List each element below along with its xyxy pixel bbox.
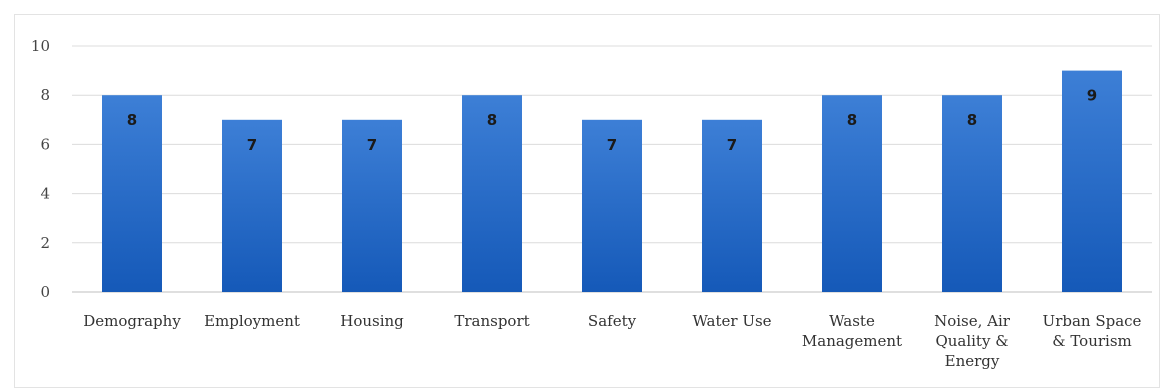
data-label: 8 bbox=[967, 111, 977, 129]
bar bbox=[462, 95, 522, 292]
data-label: 7 bbox=[607, 136, 617, 154]
bar bbox=[1062, 70, 1122, 292]
x-tick-label: Employment bbox=[204, 312, 300, 330]
x-tick-label-line: Energy bbox=[945, 352, 1000, 370]
bar bbox=[702, 119, 762, 292]
x-tick-label: Safety bbox=[588, 312, 637, 330]
data-label: 9 bbox=[1087, 87, 1097, 105]
x-tick-label-line: Waste bbox=[829, 312, 875, 330]
x-tick-label: Noise, Air Quality & Energy bbox=[934, 312, 1011, 370]
y-tick-label: 6 bbox=[40, 135, 50, 153]
bars bbox=[102, 70, 1122, 292]
data-label: 8 bbox=[127, 111, 137, 129]
y-tick-label: 2 bbox=[40, 234, 50, 252]
x-tick-label-line: Noise, Air bbox=[934, 312, 1011, 330]
x-tick-label-line: Safety bbox=[588, 312, 637, 330]
x-tick-label-line: Transport bbox=[454, 312, 529, 330]
data-label: 7 bbox=[367, 136, 377, 154]
y-tick-label: 0 bbox=[40, 283, 50, 301]
data-label: 8 bbox=[487, 111, 497, 129]
x-tick-label-line: Quality & bbox=[935, 332, 1008, 350]
data-label: 7 bbox=[727, 136, 737, 154]
bar bbox=[222, 119, 282, 292]
bar bbox=[342, 119, 402, 292]
x-tick-label-line: Housing bbox=[340, 312, 404, 330]
data-labels: 8 7 7 8 7 7 8 8 9 bbox=[127, 87, 1097, 154]
x-tick-label-line: Demography bbox=[83, 312, 181, 330]
x-tick-label: Transport bbox=[454, 312, 529, 330]
x-tick-label: Housing bbox=[340, 312, 404, 330]
x-tick-label-line: & Tourism bbox=[1052, 332, 1132, 350]
bar bbox=[102, 95, 162, 292]
bar bbox=[582, 119, 642, 292]
y-axis-ticks: 0 2 4 6 8 10 bbox=[31, 37, 50, 301]
x-tick-label: Urban Space & Tourism bbox=[1043, 312, 1142, 350]
bar bbox=[822, 95, 882, 292]
x-tick-label: Waste Management bbox=[802, 312, 902, 350]
data-label: 7 bbox=[247, 136, 257, 154]
x-tick-label: Demography bbox=[83, 312, 181, 330]
x-tick-label-line: Water Use bbox=[692, 312, 771, 330]
x-tick-label-line: Employment bbox=[204, 312, 300, 330]
y-tick-label: 8 bbox=[40, 86, 50, 104]
x-tick-label: Water Use bbox=[692, 312, 771, 330]
y-tick-label: 4 bbox=[40, 185, 50, 203]
x-tick-label-line: Urban Space bbox=[1043, 312, 1142, 330]
y-tick-label: 10 bbox=[31, 37, 50, 55]
x-tick-label-line: Management bbox=[802, 332, 902, 350]
data-label: 8 bbox=[847, 111, 857, 129]
x-axis-ticks: Demography Employment Housing Transport Safe… bbox=[83, 312, 1141, 370]
bar bbox=[942, 95, 1002, 292]
